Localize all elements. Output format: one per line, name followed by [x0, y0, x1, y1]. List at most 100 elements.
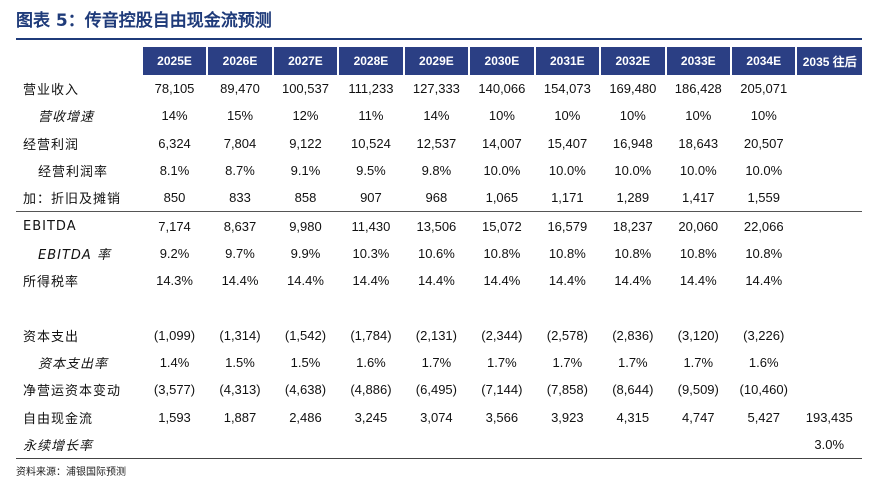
table-cell: (4,638) — [284, 382, 327, 398]
table-cell — [666, 294, 731, 321]
table-row: 营收增速 14% 15% 12% 11% 14% 10% 10% 10% 10% 10% — [16, 102, 862, 129]
table-cell: 13,506 — [416, 218, 457, 234]
table-cell: 10.6% — [417, 245, 455, 261]
table-cell: 11% — [358, 108, 384, 124]
column-header: 2030E — [468, 47, 535, 75]
table-cell: (10,460) — [739, 382, 788, 398]
table-cell: (6,495) — [415, 382, 457, 398]
table-cell: 15,407 — [547, 135, 588, 151]
table-cell: 907 — [338, 184, 404, 213]
table-cell: 14% — [161, 108, 188, 124]
table-cell: 9.2% — [159, 245, 190, 261]
table-cell — [796, 349, 862, 376]
table-cell: 10.3% — [352, 245, 390, 261]
table-cell: 111,233 — [348, 81, 394, 97]
table-cell — [404, 294, 469, 321]
table-cell — [272, 430, 339, 460]
table-cell: 4,747 — [682, 409, 715, 425]
table-cell: 1,887 — [223, 409, 257, 425]
table-cell — [796, 376, 862, 403]
table-cell: 20,507 — [743, 135, 784, 151]
column-header: 2029E — [402, 47, 470, 75]
table-cell: 1,171 — [534, 184, 601, 213]
table-cell: 9.5% — [356, 163, 386, 179]
table-row — [16, 294, 862, 321]
table-cell: 10.0% — [745, 163, 783, 179]
table-cell: 3.0% — [796, 430, 862, 460]
table-cell: (3,120) — [677, 327, 719, 343]
table-row: 营业收入 78,105 89,470 100,537 111,233 127,333 140… — [16, 75, 862, 102]
table-cell: 7,804 — [223, 135, 257, 151]
table-row: 加：折旧及摊销 850 833 858 907 968 1,065 1,171 1,289 1,4… — [16, 184, 862, 213]
table-row: 资本支出 (1,099) (1,314) (1,542) (1,784) (2,131) (… — [16, 322, 862, 349]
table-cell: (9,509) — [677, 382, 719, 398]
table-cell — [469, 430, 535, 460]
table-row: 净营运资本变动 (3,577) (4,313) (4,638) (4,886) (6,49… — [16, 376, 862, 403]
table-cell: 968 — [403, 184, 470, 213]
table-cell: (7,144) — [481, 382, 523, 398]
table-cell: (1,314) — [219, 327, 261, 343]
table-cell: 1.4% — [159, 355, 190, 371]
table-row: 资本支出率 1.4% 1.5% 1.5% 1.6% 1.7% 1.7% 1.7% 1.7% 1.7… — [16, 349, 862, 376]
table-cell: (2,131) — [415, 327, 457, 343]
table-cell: 9,980 — [289, 218, 322, 234]
row-label: 经营利润率 — [38, 165, 109, 181]
table-cell: 78,105 — [154, 81, 195, 97]
table-cell: 3,245 — [354, 409, 388, 425]
table-cell: 18,643 — [678, 135, 719, 151]
table-cell: 14.4% — [548, 273, 586, 289]
row-label: 资本支出 — [23, 329, 80, 345]
table-cell: 10.8% — [745, 245, 783, 261]
table-cell: 8.1% — [159, 163, 190, 179]
table-row: 永续增长率 3.0% — [16, 430, 862, 460]
table-cell: 5,427 — [747, 409, 781, 425]
table-cell: 15% — [226, 108, 254, 124]
table-row: EBITDA 7,174 8,637 9,980 11,430 13,506 15,072 1… — [16, 212, 862, 240]
source-note: 资料来源：浦银国际预测 — [16, 467, 126, 478]
table-cell: (4,886) — [350, 382, 392, 398]
table-row: 经营利润 6,324 7,804 9,122 10,524 12,537 14,007 15,… — [16, 130, 862, 157]
table-cell — [796, 157, 862, 184]
row-label: 净营运资本变动 — [23, 384, 122, 400]
table-cell: 1.7% — [683, 355, 714, 371]
table-cell: 850 — [141, 184, 208, 213]
table-cell: 4,315 — [616, 409, 650, 425]
table-cell: 22,066 — [743, 218, 784, 234]
table-cell: 1.5% — [225, 355, 255, 371]
header-blank-cell — [16, 47, 142, 75]
table-cell: 1.7% — [487, 355, 517, 371]
table-cell: 14.4% — [417, 273, 455, 289]
table-cell — [796, 212, 862, 240]
column-header: 2033E — [664, 47, 732, 75]
table-cell: 16,948 — [612, 135, 653, 151]
table-cell — [796, 322, 862, 349]
table-cell: (1,784) — [350, 327, 392, 343]
row-label: 营收增速 — [38, 110, 95, 126]
table-cell: 10% — [554, 108, 581, 124]
table-cell — [338, 430, 404, 460]
table-cell: 18,237 — [612, 218, 653, 234]
column-header: 2026E — [206, 47, 273, 75]
row-label: 经营利润 — [23, 137, 80, 153]
row-label: 所得税率 — [23, 275, 80, 291]
table-cell: 10% — [619, 108, 646, 124]
table-cell: 15,072 — [481, 218, 522, 234]
table-cell: 16,579 — [547, 218, 588, 234]
table-cell: 14.4% — [679, 273, 717, 289]
table-cell — [796, 267, 862, 294]
table-cell — [273, 294, 338, 321]
table-cell — [141, 430, 208, 460]
table-row: 经营利润率 8.1% 8.7% 9.1% 9.5% 9.8% 10.0% 10.0% 10.0%… — [16, 157, 862, 184]
table-cell: (4,313) — [219, 382, 261, 398]
column-header: 2027E — [271, 47, 339, 75]
table-cell: 169,480 — [609, 81, 657, 97]
table-cell — [535, 294, 600, 321]
table-row: 自由现金流 1,593 1,887 2,486 3,245 3,074 3,566 3,923… — [16, 404, 862, 431]
table-cell: 1.5% — [290, 355, 321, 371]
table-cell: 186,428 — [674, 81, 722, 97]
table-cell: 193,435 — [805, 409, 853, 425]
table-cell — [796, 294, 862, 321]
table-cell: 14.4% — [745, 273, 783, 289]
table-cell: 8,637 — [223, 218, 257, 234]
table-cell: 10.8% — [548, 245, 586, 261]
